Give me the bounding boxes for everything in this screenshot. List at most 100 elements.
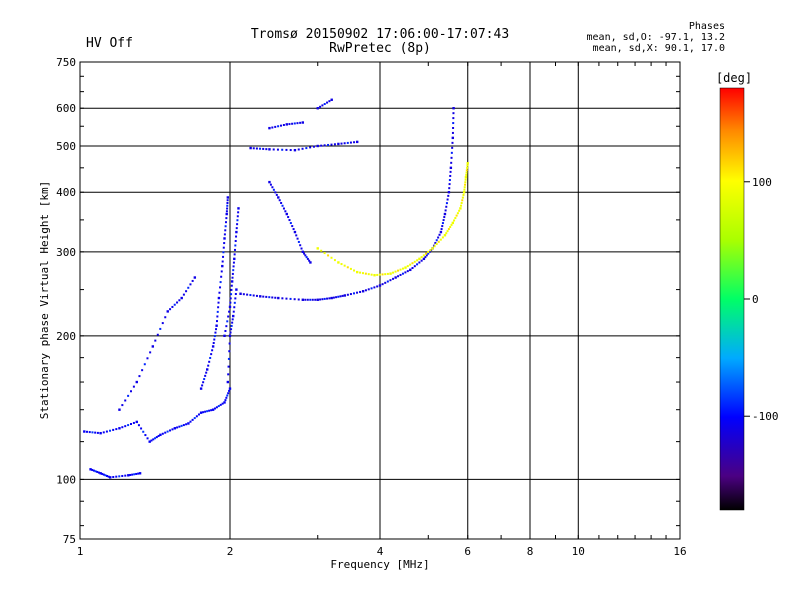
data-point — [282, 207, 285, 210]
data-point — [446, 230, 449, 233]
series — [249, 98, 359, 152]
data-point — [401, 272, 404, 275]
data-point — [281, 297, 284, 300]
data-point — [356, 291, 359, 294]
data-point — [416, 263, 419, 266]
data-point — [91, 431, 94, 434]
data-point — [208, 360, 211, 363]
data-point — [285, 297, 288, 300]
data-point — [466, 166, 469, 169]
data-point — [202, 381, 205, 384]
data-point — [269, 183, 272, 186]
data-point — [399, 268, 402, 271]
data-point — [230, 324, 233, 327]
data-point — [278, 199, 281, 202]
data-point — [268, 126, 271, 130]
data-point — [187, 422, 190, 425]
data-point — [349, 293, 352, 296]
data-point — [376, 273, 379, 276]
data-point — [323, 297, 326, 300]
data-point — [337, 261, 340, 264]
colorbar-tick-label: 100 — [752, 176, 772, 189]
data-point — [92, 469, 95, 472]
axes: Frequency [MHz] Stationary phase Virtual… — [38, 56, 687, 571]
phase-stats-heading: Phases — [688, 21, 725, 32]
data-point — [448, 183, 451, 186]
data-point — [249, 146, 252, 150]
data-point — [133, 473, 136, 476]
data-point — [394, 276, 397, 279]
data-point — [355, 140, 359, 144]
data-point — [101, 472, 104, 475]
data-point — [166, 310, 169, 313]
data-point — [353, 141, 356, 144]
data-point — [312, 145, 315, 148]
data-point — [235, 288, 238, 291]
data-point — [429, 249, 432, 252]
x-axis-label: Frequency [MHz] — [330, 558, 429, 571]
data-point — [224, 399, 227, 402]
data-point — [227, 315, 230, 318]
data-point — [91, 468, 94, 471]
data-point — [450, 223, 453, 226]
data-point — [392, 271, 395, 274]
data-point — [316, 298, 319, 301]
data-point — [268, 180, 271, 184]
data-point — [164, 431, 167, 434]
data-point — [386, 272, 389, 275]
data-point — [402, 267, 405, 270]
data-point — [448, 187, 451, 190]
data-point — [132, 421, 135, 424]
data-point — [86, 430, 89, 433]
data-point — [255, 147, 258, 150]
data-point — [124, 474, 127, 477]
data-point — [271, 186, 274, 189]
data-point — [458, 209, 461, 212]
data-point — [234, 244, 237, 247]
data-point — [464, 181, 467, 184]
data-point — [361, 290, 365, 293]
data-point — [222, 251, 225, 254]
data-point — [121, 426, 124, 429]
data-point — [213, 335, 216, 338]
data-point — [352, 292, 355, 295]
data-point — [135, 472, 138, 475]
data-point — [169, 429, 172, 432]
data-point — [427, 252, 430, 255]
data-point — [455, 214, 458, 217]
data-point — [215, 320, 218, 323]
x-tick-label: 1 — [77, 545, 84, 558]
data-point — [441, 236, 444, 239]
data-point — [209, 356, 212, 359]
data-point — [397, 269, 400, 272]
data-point — [228, 305, 232, 309]
data-point — [97, 471, 100, 474]
data-point — [229, 331, 232, 334]
data-point — [199, 387, 203, 390]
data-point — [448, 179, 451, 182]
data-point — [332, 296, 335, 299]
data-point — [211, 349, 214, 352]
data-point — [341, 294, 344, 297]
data-point — [304, 298, 307, 301]
data-point — [161, 322, 164, 325]
data-point — [437, 236, 440, 239]
data-point — [216, 310, 219, 313]
data-point — [141, 369, 144, 372]
series — [83, 387, 232, 479]
data-point — [449, 174, 452, 177]
data-point — [462, 193, 465, 196]
data-point — [202, 411, 205, 414]
data-point — [445, 232, 448, 235]
data-point — [207, 364, 210, 367]
data-point — [106, 474, 109, 477]
data-point — [323, 144, 326, 147]
data-point — [384, 273, 387, 276]
data-point — [316, 107, 319, 110]
data-point — [296, 237, 299, 240]
data-point — [425, 252, 428, 255]
data-point — [386, 280, 389, 283]
data-point — [427, 250, 430, 253]
data-point — [333, 143, 336, 146]
data-point — [404, 266, 407, 269]
